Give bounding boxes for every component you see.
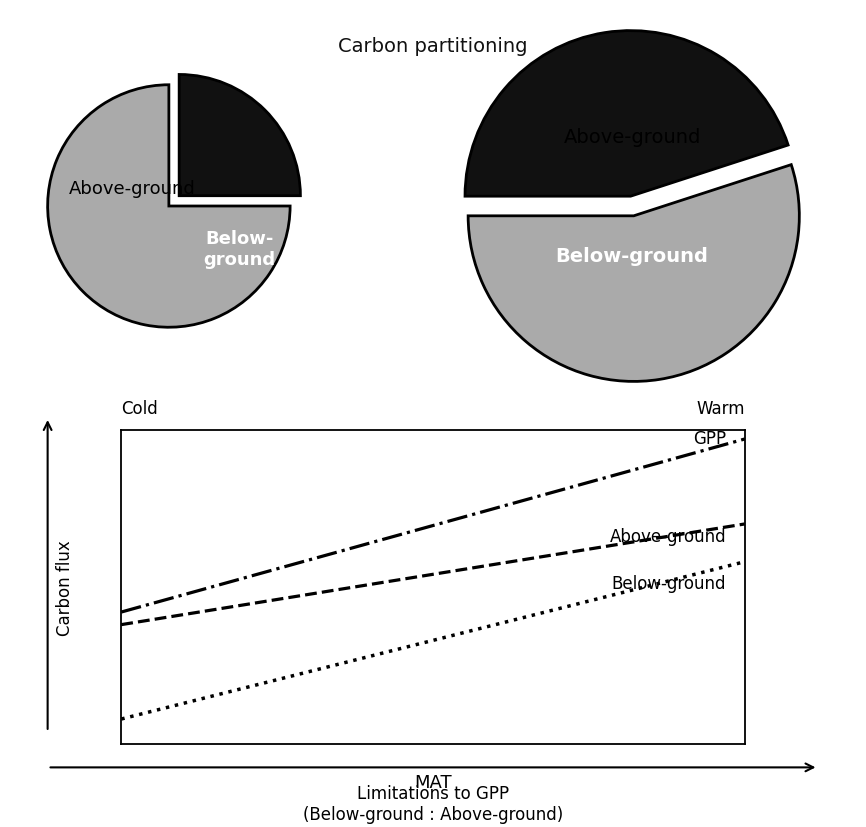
Text: Above-ground: Above-ground	[69, 179, 196, 198]
Text: Below-ground: Below-ground	[556, 247, 708, 265]
Text: Carbon flux: Carbon flux	[56, 539, 74, 635]
Wedge shape	[179, 75, 301, 197]
Text: Above-ground: Above-ground	[564, 128, 701, 146]
Text: Carbon partitioning: Carbon partitioning	[339, 37, 527, 56]
Text: MAT: MAT	[414, 772, 452, 791]
Text: Limitations to GPP
(Below-ground : Above-ground): Limitations to GPP (Below-ground : Above…	[303, 784, 563, 823]
Text: GPP: GPP	[693, 429, 726, 447]
Text: Above-ground: Above-ground	[610, 528, 726, 545]
Text: Below-
ground: Below- ground	[204, 230, 275, 269]
Text: Below-ground: Below-ground	[611, 575, 726, 593]
Wedge shape	[469, 165, 799, 382]
Text: Cold: Cold	[121, 399, 158, 418]
Text: Warm: Warm	[696, 399, 745, 418]
Wedge shape	[48, 86, 290, 327]
Wedge shape	[465, 31, 788, 197]
